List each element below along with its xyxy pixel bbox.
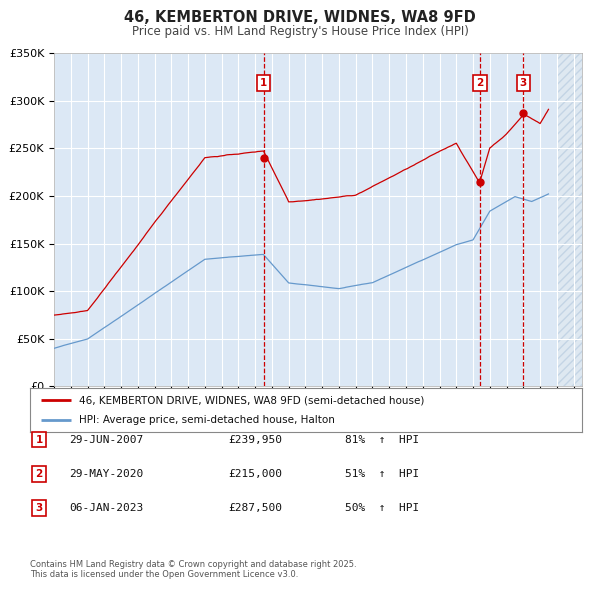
Text: 29-MAY-2020: 29-MAY-2020 (69, 469, 143, 478)
Text: £287,500: £287,500 (228, 503, 282, 513)
Text: 46, KEMBERTON DRIVE, WIDNES, WA8 9FD: 46, KEMBERTON DRIVE, WIDNES, WA8 9FD (124, 10, 476, 25)
Text: 2: 2 (35, 469, 43, 478)
Text: Contains HM Land Registry data © Crown copyright and database right 2025.
This d: Contains HM Land Registry data © Crown c… (30, 560, 356, 579)
Text: 81%  ↑  HPI: 81% ↑ HPI (345, 435, 419, 444)
Text: 29-JUN-2007: 29-JUN-2007 (69, 435, 143, 444)
Text: £215,000: £215,000 (228, 469, 282, 478)
Text: 50%  ↑  HPI: 50% ↑ HPI (345, 503, 419, 513)
Text: 46, KEMBERTON DRIVE, WIDNES, WA8 9FD (semi-detached house): 46, KEMBERTON DRIVE, WIDNES, WA8 9FD (se… (79, 395, 424, 405)
Text: 3: 3 (35, 503, 43, 513)
Text: 3: 3 (520, 78, 527, 88)
Text: Price paid vs. HM Land Registry's House Price Index (HPI): Price paid vs. HM Land Registry's House … (131, 25, 469, 38)
Text: 51%  ↑  HPI: 51% ↑ HPI (345, 469, 419, 478)
Text: 1: 1 (35, 435, 43, 444)
Text: 06-JAN-2023: 06-JAN-2023 (69, 503, 143, 513)
Text: HPI: Average price, semi-detached house, Halton: HPI: Average price, semi-detached house,… (79, 415, 334, 425)
Text: 2: 2 (476, 78, 484, 88)
Text: £239,950: £239,950 (228, 435, 282, 444)
Text: 1: 1 (260, 78, 267, 88)
